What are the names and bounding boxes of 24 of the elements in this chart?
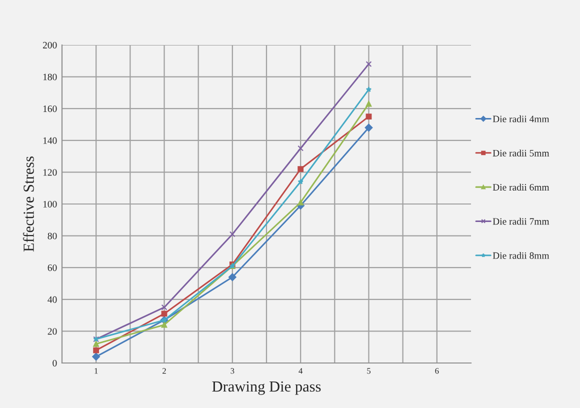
y-tick-label: 80: [48, 232, 57, 240]
x-tick-label: 1: [94, 368, 98, 374]
y-tick-label: 0: [52, 360, 57, 366]
y-tick-label: 120: [43, 169, 57, 176]
y-tick-label: 160: [43, 106, 57, 112]
legend-label: Die radii 8mm: [492, 252, 550, 259]
y-tick-label: 200: [42, 42, 57, 48]
x-axis-title: Drawing Die pass: [212, 381, 321, 395]
legend-label: Die radii 6mm: [492, 184, 550, 191]
legend-label: Die radii 7mm: [492, 218, 550, 225]
legend-label: Die radii 4mm: [492, 115, 550, 122]
legend-label: Die radii 5mm: [492, 150, 550, 156]
x-tick-label: 2: [162, 368, 166, 374]
x-tick-label: 3: [230, 368, 234, 374]
y-tick-label: 40: [48, 296, 57, 303]
y-tick-label: 100: [43, 200, 57, 208]
y-tick-label: 180: [43, 74, 57, 80]
x-tick-label: 6: [435, 368, 439, 374]
x-tick-label: 5: [367, 368, 371, 374]
y-tick-label: 60: [48, 264, 57, 272]
x-tick-label: 4: [298, 368, 303, 374]
y-axis-title: Effective Stress: [22, 156, 34, 252]
y-tick-label: 20: [48, 328, 57, 335]
y-tick-label: 140: [43, 137, 57, 144]
